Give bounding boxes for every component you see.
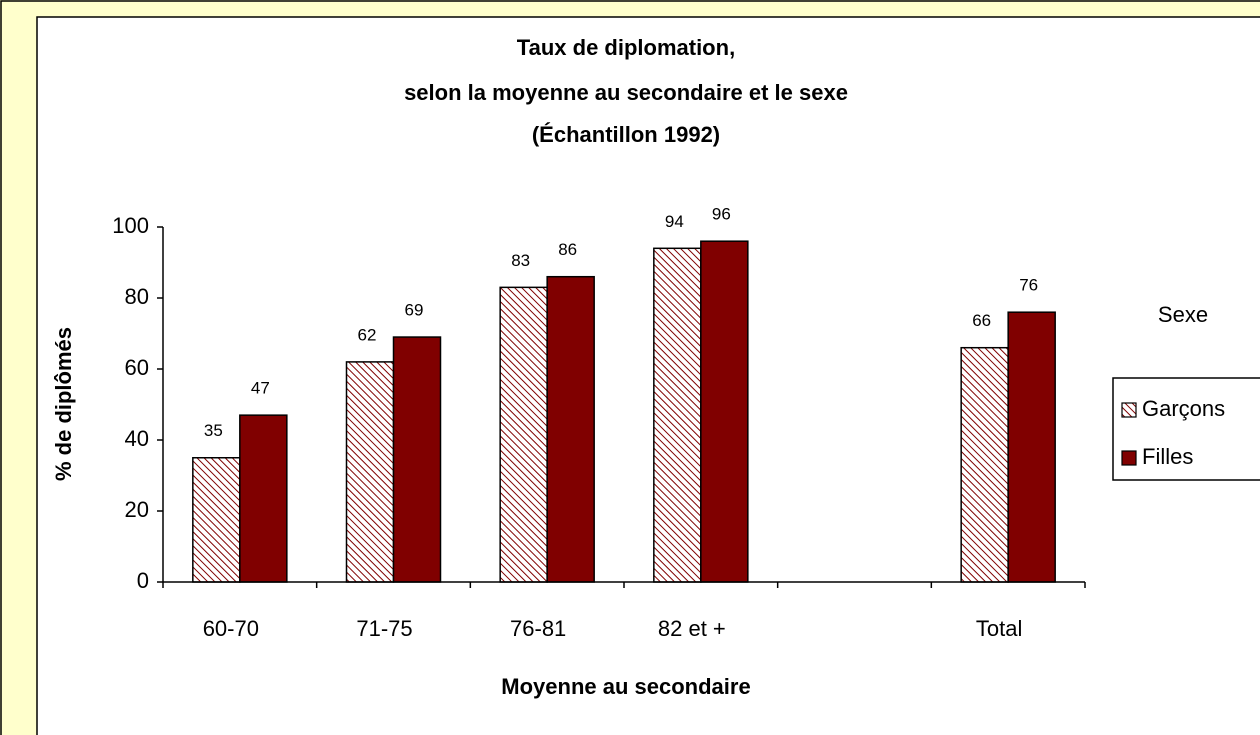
legend-swatch <box>1121 450 1137 466</box>
bar <box>546 275 595 583</box>
bar <box>239 414 288 583</box>
bar <box>499 286 548 583</box>
value-label: 94 <box>665 212 684 231</box>
legend-title: Sexe <box>1158 302 1208 327</box>
chart-title: Taux de diplomation, <box>517 35 735 60</box>
x-tick-label: 71-75 <box>356 616 412 641</box>
value-label: 96 <box>712 205 731 224</box>
bar <box>653 247 702 583</box>
bar <box>392 336 442 583</box>
x-tick-label: 82 et + <box>658 616 726 641</box>
bar <box>192 457 241 583</box>
value-label: 47 <box>251 379 270 398</box>
x-tick-label: Total <box>976 616 1022 641</box>
bar <box>345 361 395 583</box>
legend-box <box>1112 377 1260 481</box>
bar <box>1007 311 1056 583</box>
value-label: 66 <box>972 311 991 330</box>
value-label: 83 <box>511 251 530 270</box>
y-tick-label: 60 <box>125 355 149 380</box>
legend-swatch <box>1121 402 1137 418</box>
value-label: 69 <box>405 301 424 320</box>
bar <box>960 346 1009 583</box>
x-tick-label: 76-81 <box>510 616 566 641</box>
legend-label: Filles <box>1142 444 1193 469</box>
value-label: 62 <box>358 325 377 344</box>
x-axis-title: Moyenne au secondaire <box>501 674 750 699</box>
y-tick-label: 40 <box>125 426 149 451</box>
chart-title: (Échantillon 1992) <box>532 122 720 147</box>
value-label: 76 <box>1019 276 1038 295</box>
chart-title: selon la moyenne au secondaire et le sex… <box>404 80 848 105</box>
y-tick-label: 0 <box>137 568 149 593</box>
x-tick-label: 60-70 <box>203 616 259 641</box>
y-tick-label: 20 <box>125 497 149 522</box>
chart-area <box>36 16 1260 735</box>
y-tick-label: 80 <box>125 284 149 309</box>
value-label: 35 <box>204 421 223 440</box>
legend-label: Garçons <box>1142 396 1225 421</box>
bar <box>700 240 749 583</box>
value-label: 86 <box>558 240 577 259</box>
y-tick-label: 100 <box>112 213 149 238</box>
y-axis-title: % de diplômés <box>51 327 76 481</box>
